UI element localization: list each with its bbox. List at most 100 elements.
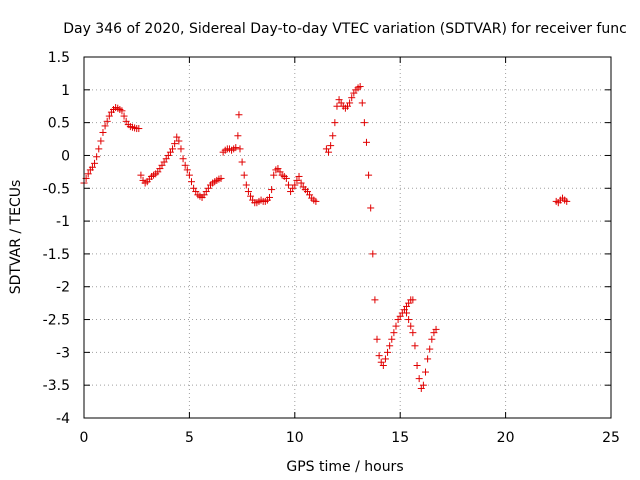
data-point	[346, 99, 354, 107]
data-point	[240, 171, 248, 179]
data-point	[358, 99, 366, 107]
data-point	[181, 161, 189, 169]
data-point	[120, 112, 128, 120]
y-tick-label: 1	[61, 83, 70, 99]
data-point	[329, 132, 337, 140]
data-point	[360, 119, 368, 127]
y-tick-label: 1.5	[48, 50, 70, 66]
data-point	[373, 335, 381, 343]
data-point	[409, 329, 417, 337]
data-point	[179, 155, 187, 163]
y-tick-label: -4	[56, 411, 70, 427]
data-point	[175, 137, 183, 145]
grid-layer	[84, 57, 611, 418]
y-tick-label: -3	[56, 345, 70, 361]
data-point	[234, 132, 242, 140]
data-point	[236, 145, 244, 153]
data-point	[312, 197, 320, 205]
axis-ticks: 0 5 10 15 20 25 -4 -3.5 -3 -2.5 -2 -1.5 -1 -0.5 0 0.5 1 1…	[43, 50, 620, 446]
data-points	[80, 83, 571, 392]
data-point	[266, 193, 274, 201]
data-point	[217, 174, 225, 182]
x-tick-label: 20	[497, 430, 515, 446]
data-point	[428, 335, 436, 343]
x-tick-label: 5	[185, 430, 194, 446]
data-point	[185, 171, 193, 179]
data-point	[135, 125, 143, 133]
data-point	[369, 250, 377, 258]
data-point	[177, 145, 185, 153]
data-point	[367, 204, 375, 212]
data-point	[365, 171, 373, 179]
y-tick-label: -2	[56, 280, 70, 296]
data-point	[91, 159, 99, 167]
data-point	[403, 309, 411, 317]
data-point	[84, 170, 92, 178]
data-point	[232, 144, 240, 152]
y-tick-label: -2.5	[43, 313, 70, 329]
data-point	[295, 172, 303, 180]
data-point	[356, 83, 364, 91]
data-point	[137, 171, 145, 179]
data-point	[188, 178, 196, 186]
x-axis-label: GPS time / hours	[286, 459, 403, 475]
data-point	[381, 355, 389, 363]
data-point	[171, 140, 179, 148]
data-point	[268, 186, 276, 194]
chart-title: Day 346 of 2020, Sidereal Day-to-day VTE…	[63, 21, 627, 37]
x-tick-label: 15	[391, 430, 409, 446]
data-point	[97, 137, 105, 145]
data-point	[424, 355, 432, 363]
data-point	[238, 158, 246, 166]
x-tick-label: 10	[286, 430, 304, 446]
plot-frame	[83, 56, 612, 419]
y-tick-label: -0.5	[43, 181, 70, 197]
data-point	[242, 181, 250, 189]
data-point	[325, 148, 333, 156]
data-point	[173, 133, 181, 141]
data-point	[432, 325, 440, 333]
data-point	[563, 197, 571, 205]
data-point	[105, 112, 113, 120]
y-axis-label: SDTVAR / TECUs	[8, 180, 24, 295]
data-point	[392, 322, 400, 330]
data-point	[291, 181, 299, 189]
data-point	[362, 138, 370, 146]
data-point	[103, 117, 111, 125]
data-point	[415, 375, 423, 383]
data-point	[93, 153, 101, 161]
data-point	[333, 102, 341, 110]
data-point	[282, 174, 290, 182]
data-point	[379, 361, 387, 369]
data-point	[327, 142, 335, 150]
data-point	[169, 145, 177, 153]
data-point	[386, 342, 394, 350]
data-point	[371, 296, 379, 304]
data-point	[247, 192, 255, 200]
data-point	[297, 179, 305, 187]
data-point	[118, 107, 126, 115]
data-point	[426, 345, 434, 353]
x-tick-label: 0	[80, 430, 89, 446]
data-point	[270, 171, 278, 179]
data-point	[331, 119, 339, 127]
data-point	[407, 322, 415, 330]
data-point	[409, 296, 417, 304]
data-point	[390, 329, 398, 337]
data-point	[419, 381, 427, 389]
y-tick-label: -1	[56, 214, 70, 230]
data-point	[388, 335, 396, 343]
data-point	[405, 316, 413, 324]
data-point	[101, 122, 109, 130]
data-point	[235, 111, 243, 119]
y-tick-label: 0.5	[48, 116, 70, 132]
data-point	[284, 181, 292, 189]
data-point	[421, 368, 429, 376]
data-point	[88, 163, 96, 171]
y-tick-label: 0	[61, 148, 70, 164]
data-point	[384, 348, 392, 356]
data-point	[293, 176, 301, 184]
data-point	[95, 145, 103, 153]
